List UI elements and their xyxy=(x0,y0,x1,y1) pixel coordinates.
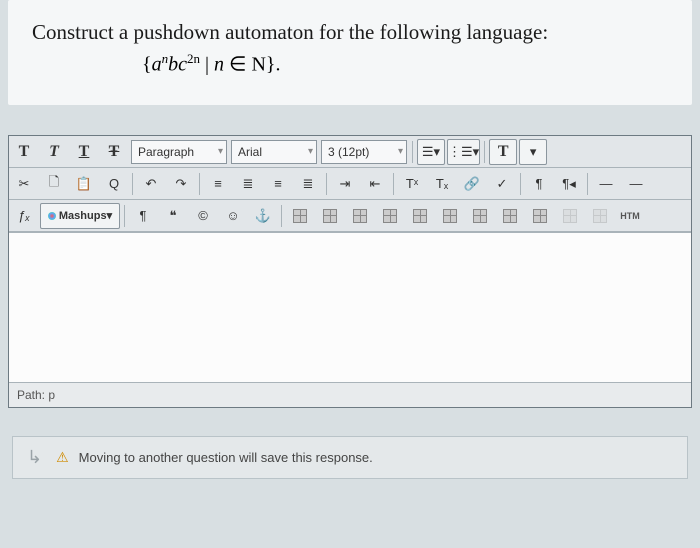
table-btn-11[interactable] xyxy=(586,203,614,229)
unordered-list-button[interactable]: ☰▾ xyxy=(417,139,445,165)
font-select[interactable]: Arial xyxy=(231,140,317,164)
show-blocks-button[interactable]: ¶ xyxy=(129,203,157,229)
align-center-button[interactable]: ≣ xyxy=(234,171,262,197)
align-right-button[interactable]: ≡ xyxy=(264,171,292,197)
ordered-list-button[interactable]: ⋮☰▾ xyxy=(447,139,480,165)
table-insert-button[interactable] xyxy=(286,203,314,229)
anchor-button[interactable]: ⚓ xyxy=(249,203,277,229)
hr2-button[interactable]: — xyxy=(622,171,650,197)
mashups-button[interactable]: Mashups ▾ xyxy=(40,203,120,229)
footer-text: Moving to another question will save thi… xyxy=(79,450,373,465)
warning-icon: ⚠ xyxy=(56,449,69,466)
size-select[interactable]: 3 (12pt) xyxy=(321,140,407,164)
table-btn-8[interactable] xyxy=(496,203,524,229)
toolbar-row-2: ✂ 🗋 📋 Q ↶ ↷ ≡ ≣ ≡ ≣ ⇥ ⇤ Tˣ Tₓ 🔗 ✓ ¶ ¶◂ — xyxy=(9,168,691,200)
rich-text-editor: T T T Ŧ Paragraph Arial 3 (12pt) ☰▾ ⋮☰▾ … xyxy=(8,135,692,408)
table-btn-6[interactable] xyxy=(436,203,464,229)
question-text: Construct a pushdown automaton for the f… xyxy=(32,18,668,47)
emoji-button[interactable]: ☺ xyxy=(219,203,247,229)
subscript-button[interactable]: Tₓ xyxy=(428,171,456,197)
table-btn-10[interactable] xyxy=(556,203,584,229)
symbol-button[interactable]: © xyxy=(189,203,217,229)
find-button[interactable]: Q xyxy=(100,171,128,197)
indent-button[interactable]: ⇥ xyxy=(331,171,359,197)
strike-button[interactable]: Ŧ xyxy=(100,139,128,165)
path-bar: Path: p xyxy=(9,382,691,407)
table-btn-5[interactable] xyxy=(406,203,434,229)
spellcheck-button[interactable]: ✓ xyxy=(488,171,516,197)
cut-button[interactable]: ✂ xyxy=(10,171,38,197)
text-color-button[interactable]: T xyxy=(489,139,517,165)
toolbar-row-1: T T T Ŧ Paragraph Arial 3 (12pt) ☰▾ ⋮☰▾ … xyxy=(9,136,691,168)
ltr-button[interactable]: ¶ xyxy=(525,171,553,197)
table-btn-2[interactable] xyxy=(316,203,344,229)
blockquote-button[interactable]: ❝ xyxy=(159,203,187,229)
question-panel: Construct a pushdown automaton for the f… xyxy=(8,0,692,105)
fx-button[interactable]: ƒₓ xyxy=(10,203,38,229)
italic-button[interactable]: T xyxy=(40,139,68,165)
link-button[interactable]: 🔗 xyxy=(458,171,486,197)
highlight-button[interactable]: ▾ xyxy=(519,139,547,165)
bold-button[interactable]: T xyxy=(10,139,38,165)
table-btn-4[interactable] xyxy=(376,203,404,229)
outdent-button[interactable]: ⇤ xyxy=(361,171,389,197)
align-justify-button[interactable]: ≣ xyxy=(294,171,322,197)
paste-button[interactable]: 📋 xyxy=(70,171,98,197)
hr-button[interactable]: — xyxy=(592,171,620,197)
footer-warning: ↳ ⚠ Moving to another question will save… xyxy=(12,436,688,479)
question-formula: {anbc2n | n ∈ N}. xyxy=(32,51,668,77)
superscript-button[interactable]: Tˣ xyxy=(398,171,426,197)
indent-arrow-icon: ↳ xyxy=(27,447,42,468)
copy-button[interactable]: 🗋 xyxy=(40,171,68,197)
redo-button[interactable]: ↷ xyxy=(167,171,195,197)
table-btn-9[interactable] xyxy=(526,203,554,229)
rtl-button[interactable]: ¶◂ xyxy=(555,171,583,197)
format-select[interactable]: Paragraph xyxy=(131,140,227,164)
html-button[interactable]: HTM xyxy=(616,203,644,229)
editor-toolbar: T T T Ŧ Paragraph Arial 3 (12pt) ☰▾ ⋮☰▾ … xyxy=(9,136,691,232)
align-left-button[interactable]: ≡ xyxy=(204,171,232,197)
underline-button[interactable]: T xyxy=(70,139,98,165)
table-btn-7[interactable] xyxy=(466,203,494,229)
toolbar-row-3: ƒₓ Mashups ▾ ¶ ❝ © ☺ ⚓ HTM xyxy=(9,200,691,232)
editor-content[interactable] xyxy=(9,232,691,382)
undo-button[interactable]: ↶ xyxy=(137,171,165,197)
table-btn-3[interactable] xyxy=(346,203,374,229)
